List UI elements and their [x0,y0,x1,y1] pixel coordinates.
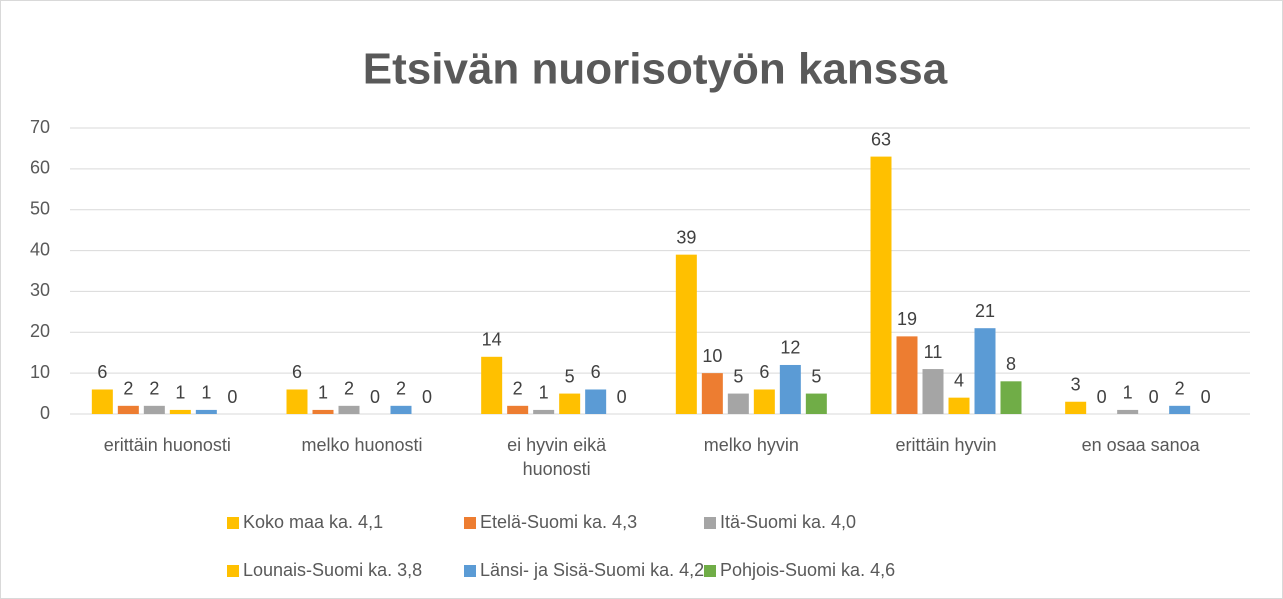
x-tick-label: ei hyvin eikä huonosti [507,435,607,479]
data-label: 5 [565,366,575,386]
legend-label: Länsi- ja Sisä-Suomi ka. 4,2 [480,560,704,580]
data-label: 5 [733,366,743,386]
legend-swatch [704,517,716,529]
bar [1000,381,1022,414]
data-label: 1 [318,383,328,403]
data-label: 19 [897,309,917,329]
bar [481,356,503,414]
y-tick-label: 20 [30,321,50,341]
data-label: 10 [702,346,722,366]
data-label: 6 [97,362,107,382]
data-label: 0 [1201,387,1211,407]
legend-swatch [704,565,716,577]
data-label: 0 [1097,387,1107,407]
data-label: 1 [539,383,549,403]
bar [286,389,308,414]
data-label: 6 [759,362,769,382]
legend-label: Lounais-Suomi ka. 3,8 [243,560,422,580]
bar [974,328,996,414]
data-label: 3 [1071,374,1081,394]
bar [533,409,555,414]
data-label: 0 [227,387,237,407]
bar [779,364,801,414]
y-tick-label: 10 [30,362,50,382]
data-label: 0 [1149,387,1159,407]
legend-label: Itä-Suomi ka. 4,0 [720,512,856,532]
bar [896,336,918,414]
legend-swatch [464,565,476,577]
x-tick-label: melko hyvin [703,435,799,455]
data-label: 0 [617,387,627,407]
bar [91,389,113,414]
bar [948,397,970,414]
data-label: 1 [1123,383,1133,403]
data-label: 1 [201,383,211,403]
legend-label: Koko maa ka. 4,1 [243,512,383,532]
data-label: 4 [954,370,964,390]
legend-label: Pohjois-Suomi ka. 4,6 [720,560,895,580]
data-label: 63 [871,129,891,149]
data-label: 39 [676,227,696,247]
bar [727,393,749,414]
bar [805,393,827,414]
bar [1169,405,1191,414]
bar [507,405,529,414]
data-label: 11 [924,342,943,362]
bar [870,156,892,414]
data-label: 2 [149,379,159,399]
data-label: 0 [370,387,380,407]
y-tick-label: 70 [30,117,50,137]
data-label: 2 [123,379,133,399]
y-tick-label: 50 [30,198,50,218]
chart-title: Etsivän nuorisotyön kanssa [363,45,948,94]
bar [1065,401,1087,414]
legend-swatch [227,517,239,529]
data-label: 6 [591,362,601,382]
data-label: 14 [482,330,502,350]
bar [753,389,775,414]
x-tick-label: erittäin hyvin [895,435,997,455]
legend-swatch [227,565,239,577]
bar [585,389,607,414]
data-label: 6 [292,362,302,382]
bar [338,405,360,414]
data-label: 1 [175,383,185,403]
data-label: 2 [1175,379,1185,399]
bar [675,254,697,414]
bar [1117,409,1139,414]
bar [169,409,191,414]
bar [922,369,944,414]
data-label: 8 [1006,354,1016,374]
y-tick-label: 40 [30,239,50,259]
y-tick-label: 0 [40,403,50,423]
data-label: 21 [975,301,995,321]
bar [143,405,165,414]
data-label: 0 [422,387,432,407]
legend-swatch [464,517,476,529]
x-tick-label: erittäin huonosti [103,435,231,455]
bar [195,409,217,414]
bar [312,409,334,414]
y-tick-label: 60 [30,158,50,178]
bar [559,393,581,414]
x-tick-label: melko huonosti [301,435,423,455]
bar [701,373,723,414]
bar [117,405,139,414]
data-label: 2 [396,379,406,399]
y-tick-label: 30 [30,280,50,300]
data-label: 12 [780,338,800,358]
legend-label: Etelä-Suomi ka. 4,3 [480,512,637,532]
data-label: 2 [513,379,523,399]
x-tick-label: en osaa sanoa [1081,435,1200,455]
data-label: 2 [344,379,354,399]
data-label: 5 [811,366,821,386]
bar [390,405,412,414]
